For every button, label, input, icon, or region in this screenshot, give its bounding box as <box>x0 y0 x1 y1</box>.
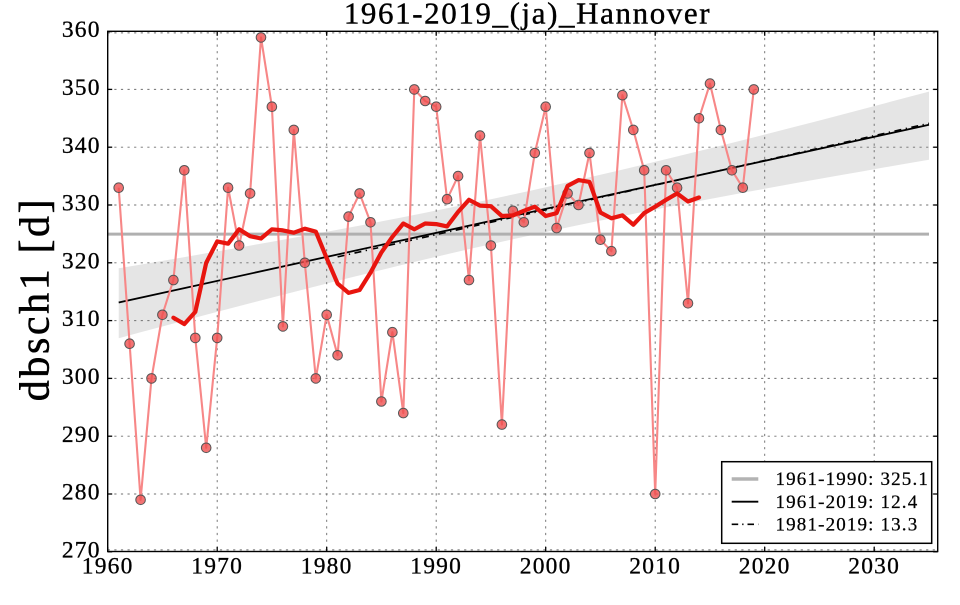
svg-text:2020: 2020 <box>739 554 791 580</box>
svg-text:360: 360 <box>62 17 101 43</box>
svg-text:dbsch1 [d]: dbsch1 [d] <box>12 197 58 401</box>
svg-text:290: 290 <box>62 422 101 448</box>
svg-text:1961-2019_(ja)_Hannover: 1961-2019_(ja)_Hannover <box>344 0 711 31</box>
svg-text:340: 340 <box>62 133 101 159</box>
svg-text:2030: 2030 <box>848 554 900 580</box>
svg-text:350: 350 <box>62 75 101 101</box>
svg-text:1980: 1980 <box>301 554 353 580</box>
svg-text:1981-2019: 13.3: 1981-2019: 13.3 <box>776 515 919 536</box>
svg-text:270: 270 <box>62 537 101 563</box>
svg-text:1970: 1970 <box>191 554 243 580</box>
svg-text:280: 280 <box>62 480 101 506</box>
svg-text:310: 310 <box>62 306 101 332</box>
svg-text:300: 300 <box>62 364 101 390</box>
svg-text:2000: 2000 <box>520 554 572 580</box>
svg-text:330: 330 <box>62 191 101 217</box>
svg-text:2010: 2010 <box>629 554 681 580</box>
svg-text:1990: 1990 <box>410 554 462 580</box>
svg-text:1960: 1960 <box>82 554 134 580</box>
svg-text:320: 320 <box>62 248 101 274</box>
svg-text:1961-2019: 12.4: 1961-2019: 12.4 <box>776 492 919 513</box>
svg-text:1961-1990: 325.1: 1961-1990: 325.1 <box>776 469 930 490</box>
